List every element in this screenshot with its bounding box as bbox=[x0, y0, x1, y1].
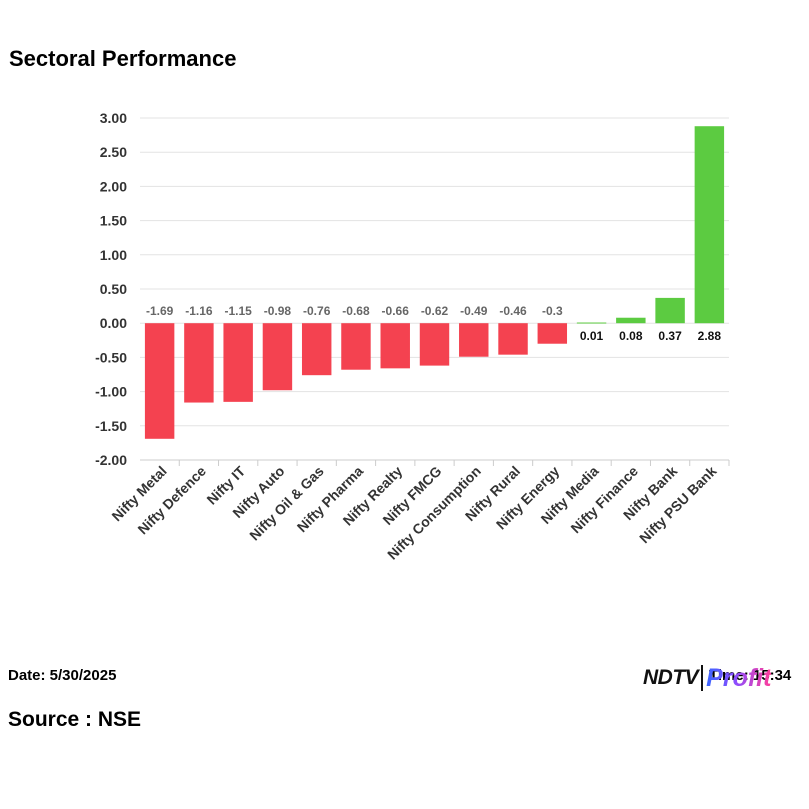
y-tick-label: 2.00 bbox=[100, 178, 127, 194]
bar-chart: 3.00 2.50 2.00 1.50 1.00 0.50 0.00 -0.50 -1.00 -1… bbox=[95, 110, 730, 563]
data-label: -1.15 bbox=[224, 304, 252, 318]
data-label: -0.46 bbox=[499, 304, 527, 318]
bar bbox=[498, 323, 528, 355]
bar bbox=[341, 323, 371, 370]
bar bbox=[576, 322, 607, 324]
y-tick-label: -2.00 bbox=[95, 452, 127, 468]
y-tick-label: 1.50 bbox=[100, 213, 127, 229]
data-label: 0.08 bbox=[619, 329, 643, 343]
data-label: -0.68 bbox=[342, 304, 370, 318]
time-label: Time: 15:34 bbox=[709, 667, 792, 684]
date-label: Date: 5/30/2025 bbox=[8, 667, 117, 684]
x-tick-label: Nifty Defence bbox=[134, 463, 209, 538]
y-tick-label: -0.50 bbox=[95, 349, 127, 365]
y-tick-label: 3.00 bbox=[100, 110, 127, 126]
bar bbox=[184, 323, 214, 403]
source-label: Source : NSE bbox=[8, 708, 142, 731]
data-label: 0.37 bbox=[658, 329, 682, 343]
data-label: -0.3 bbox=[542, 304, 563, 318]
logo-ndtv-text: NDTV bbox=[643, 666, 699, 689]
bar bbox=[223, 323, 253, 402]
y-tick-label: -1.00 bbox=[95, 384, 127, 400]
bar bbox=[694, 126, 725, 324]
bar bbox=[301, 323, 332, 376]
bar bbox=[616, 317, 646, 324]
data-label: -0.49 bbox=[460, 304, 488, 318]
data-label: -0.98 bbox=[264, 304, 292, 318]
ndtv-profit-logo: NDTV Profit bbox=[643, 663, 771, 693]
logo-divider bbox=[701, 665, 704, 691]
data-label: 0.01 bbox=[580, 329, 604, 343]
bar bbox=[655, 297, 685, 324]
bar bbox=[459, 323, 489, 357]
data-label: -1.69 bbox=[146, 304, 174, 318]
y-tick-label: 0.50 bbox=[100, 281, 127, 297]
data-label: -1.16 bbox=[185, 304, 213, 318]
y-tick-label: 1.00 bbox=[100, 247, 127, 263]
data-label: -0.66 bbox=[382, 304, 410, 318]
data-label: -0.76 bbox=[303, 304, 331, 318]
y-tick-label: 0.00 bbox=[100, 315, 127, 331]
y-tick-label: 2.50 bbox=[100, 144, 127, 160]
y-tick-label: -1.50 bbox=[95, 418, 127, 434]
bar bbox=[144, 323, 175, 439]
bar bbox=[380, 323, 410, 369]
bar bbox=[537, 323, 568, 344]
data-label: -0.62 bbox=[421, 304, 449, 318]
bar bbox=[262, 323, 293, 391]
chart-title: Sectoral Performance bbox=[9, 46, 237, 71]
data-label: 2.88 bbox=[698, 329, 722, 343]
bar bbox=[419, 323, 450, 366]
logo-profit-text: Profit bbox=[706, 663, 772, 692]
